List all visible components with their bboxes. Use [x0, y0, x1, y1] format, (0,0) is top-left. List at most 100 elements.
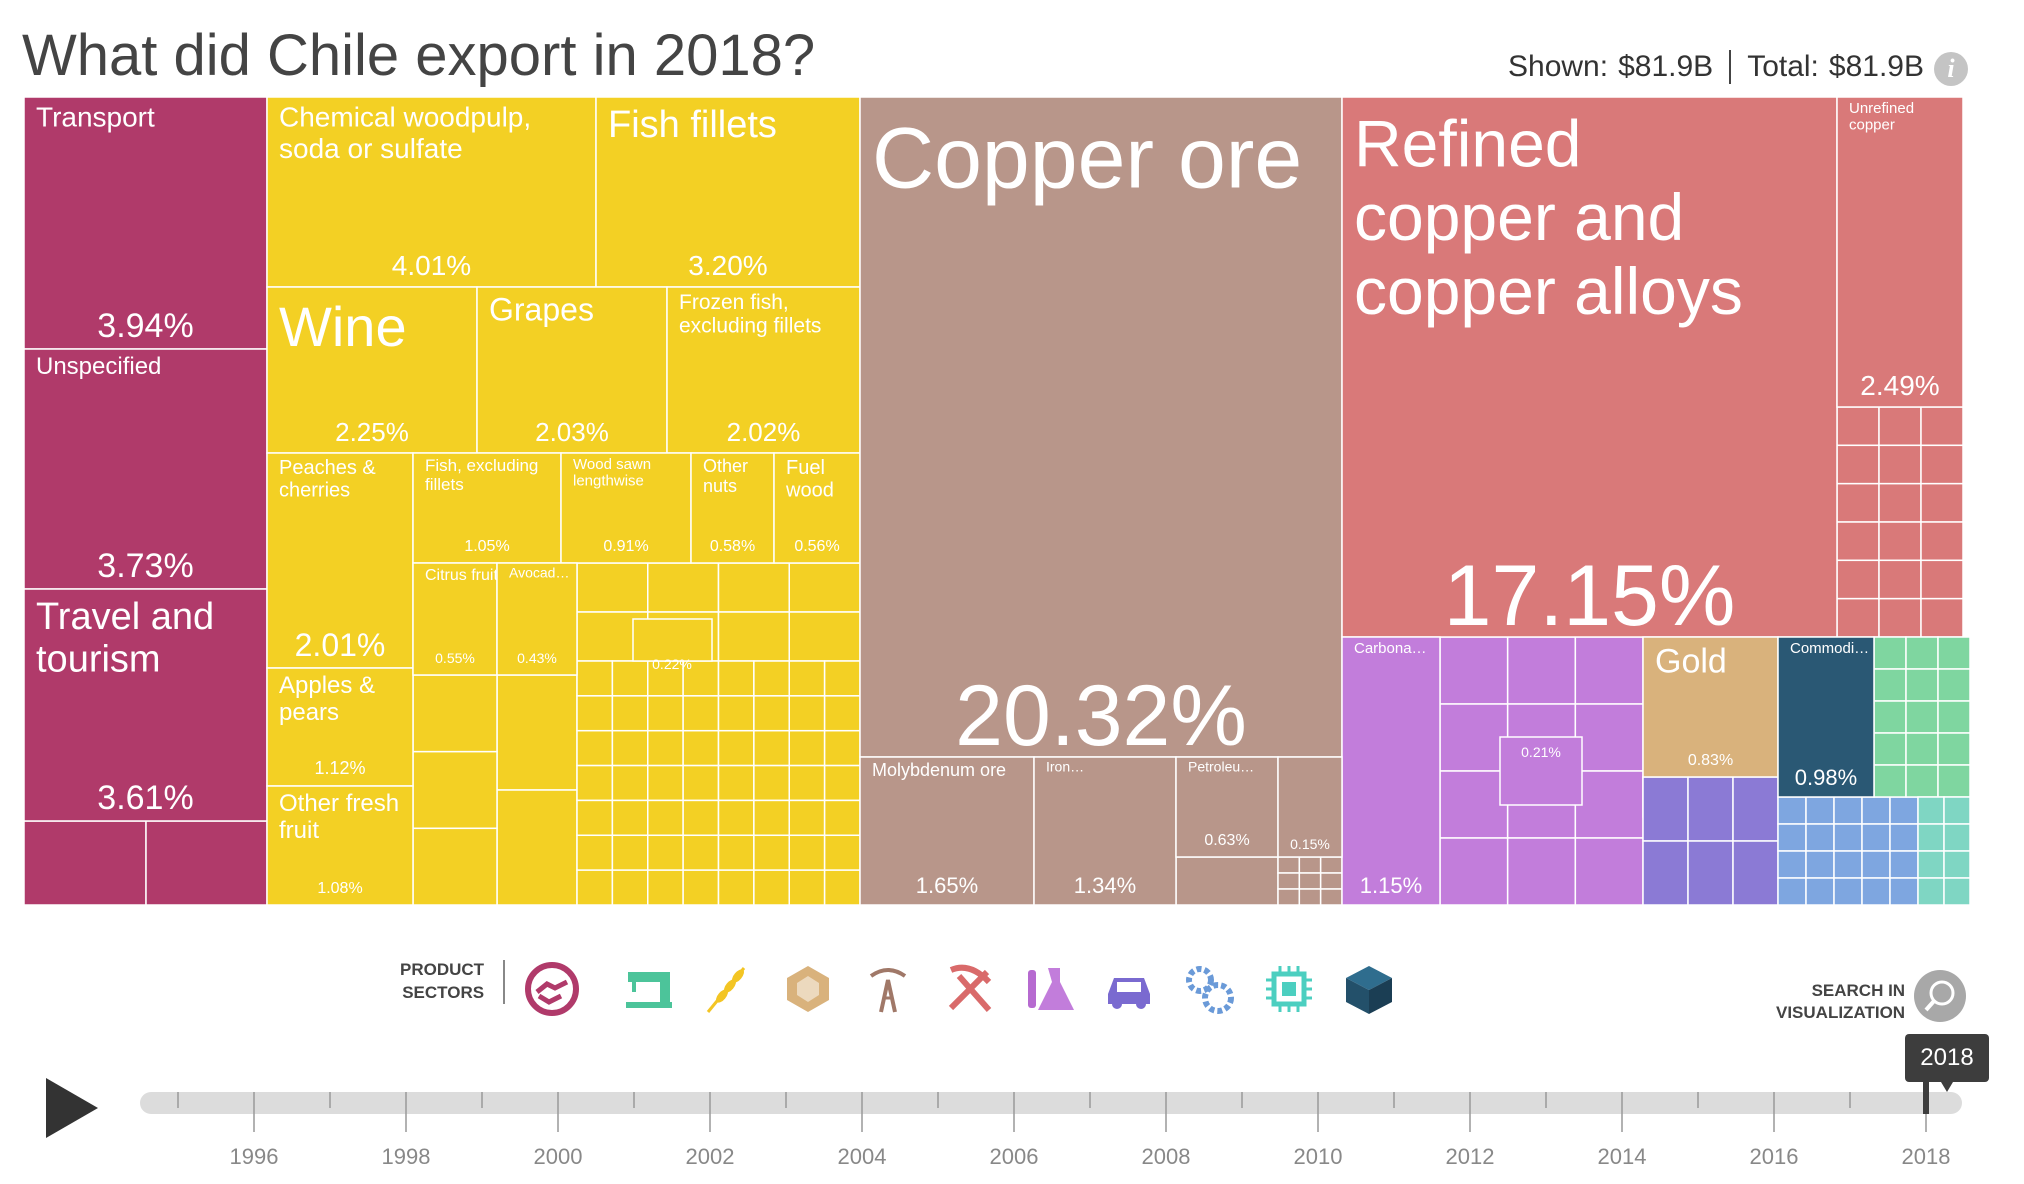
tile-copper-ore[interactable]	[859, 97, 1343, 758]
tile-apples-pears[interactable]	[266, 667, 414, 787]
treemap-cell[interactable]	[1277, 872, 1301, 890]
metals-pickaxe-icon[interactable]	[943, 962, 997, 1016]
treemap-cell[interactable]	[1777, 796, 1807, 825]
treemap-cell[interactable]	[753, 869, 790, 905]
treemap-cell[interactable]	[1937, 636, 1970, 670]
treemap-cell[interactable]	[788, 764, 826, 802]
treemap-cell[interactable]	[145, 820, 268, 905]
tile-minerals-small[interactable]	[1277, 756, 1343, 858]
agriculture-wheat-icon[interactable]	[700, 962, 754, 1016]
timeline-year-label[interactable]: 1998	[382, 1144, 431, 1169]
treemap-cell[interactable]	[682, 834, 720, 871]
stone-gem-icon[interactable]	[781, 962, 835, 1016]
treemap-cell[interactable]	[611, 729, 649, 767]
treemap-cell[interactable]	[1805, 877, 1835, 905]
treemap-cell[interactable]	[1917, 796, 1945, 825]
treemap-cell[interactable]	[1878, 521, 1922, 562]
treemap-cell[interactable]	[647, 729, 684, 767]
treemap-cell[interactable]	[1836, 597, 1880, 638]
tile-fuel-wood[interactable]	[773, 452, 861, 564]
treemap-cell[interactable]	[647, 695, 684, 732]
treemap-cell[interactable]	[1917, 877, 1945, 905]
treemap-cell[interactable]	[611, 695, 649, 732]
treemap-cell[interactable]	[647, 562, 720, 613]
treemap-cell[interactable]	[788, 834, 826, 871]
tile-iron[interactable]	[1033, 756, 1177, 905]
treemap-cell[interactable]	[611, 799, 649, 837]
treemap-cell[interactable]	[1861, 877, 1891, 905]
treemap-cell[interactable]	[576, 764, 614, 802]
tile-gold[interactable]	[1642, 636, 1779, 778]
treemap-cell[interactable]	[682, 799, 720, 837]
treemap-cell[interactable]	[717, 562, 790, 613]
treemap-cell[interactable]	[717, 834, 755, 871]
treemap-cell[interactable]	[1873, 636, 1907, 670]
treemap-cell[interactable]	[1889, 796, 1919, 825]
treemap-cell[interactable]	[1920, 559, 1964, 600]
treemap-cell[interactable]	[1873, 700, 1907, 734]
tile-other-nuts[interactable]	[690, 452, 775, 564]
treemap-cell[interactable]	[1805, 796, 1835, 825]
tile-carbona[interactable]	[1341, 636, 1441, 905]
timeline-year-label[interactable]: 2004	[838, 1144, 887, 1169]
treemap-cell[interactable]	[1920, 406, 1964, 447]
treemap-cell[interactable]	[753, 695, 790, 732]
tile-molybdenum-ore[interactable]	[859, 756, 1035, 905]
tile-fish-excluding-fillets[interactable]	[412, 452, 562, 564]
treemap-cell[interactable]	[1506, 837, 1577, 905]
treemap-cell[interactable]	[611, 834, 649, 871]
treemap-cell[interactable]	[823, 660, 861, 697]
treemap-cell[interactable]	[823, 729, 861, 767]
info-icon[interactable]: i	[1934, 52, 1968, 86]
treemap-cell[interactable]	[576, 660, 614, 697]
treemap-cell[interactable]	[1319, 888, 1343, 905]
treemap-cell[interactable]	[1298, 888, 1322, 905]
treemap-cell[interactable]	[717, 799, 755, 837]
treemap-cell[interactable]	[1319, 856, 1343, 874]
treemap-cell[interactable]	[24, 820, 147, 905]
treemap-cell[interactable]	[1943, 877, 1970, 905]
timeline-year-label[interactable]: 2000	[534, 1144, 583, 1169]
treemap-cell[interactable]	[1937, 764, 1970, 798]
treemap-cell[interactable]	[1836, 444, 1880, 485]
treemap-cell[interactable]	[1833, 823, 1863, 852]
treemap-cell[interactable]	[1889, 877, 1919, 905]
treemap-cell[interactable]	[1878, 482, 1922, 523]
tile-wood-sawn-lengthwise[interactable]	[560, 452, 692, 564]
treemap-cell[interactable]	[753, 729, 790, 767]
treemap-cell[interactable]	[576, 834, 614, 871]
timeline-year-label[interactable]: 2002	[686, 1144, 735, 1169]
treemap-cell[interactable]	[1861, 850, 1891, 879]
treemap-cell[interactable]	[717, 611, 790, 662]
treemap-cell[interactable]	[1861, 823, 1891, 852]
treemap-cell[interactable]	[1439, 703, 1509, 772]
treemap-cell[interactable]	[611, 660, 649, 697]
treemap-cell[interactable]	[1920, 597, 1964, 638]
treemap-cell[interactable]	[1917, 850, 1945, 879]
treemap-cell[interactable]	[1574, 770, 1644, 839]
treemap-cell[interactable]	[1642, 840, 1689, 905]
timeline-year-label[interactable]: 2014	[1598, 1144, 1647, 1169]
treemap-cell[interactable]	[1574, 636, 1644, 705]
chemicals-flask-icon[interactable]	[1024, 962, 1078, 1016]
treemap-cell[interactable]	[1574, 837, 1644, 905]
treemap-cell[interactable]	[496, 789, 578, 905]
treemap-cell[interactable]	[1878, 559, 1922, 600]
treemap-cell[interactable]	[1905, 732, 1939, 766]
treemap-cell[interactable]	[412, 750, 498, 830]
treemap-cell[interactable]	[1873, 732, 1907, 766]
timeline-slider[interactable]: 1996 1998 2000 2002 2004 2006 2008 2010 2012 2014…	[0, 1040, 2024, 1184]
treemap-cell[interactable]	[1836, 521, 1880, 562]
treemap-cell[interactable]	[1836, 406, 1880, 447]
treemap-cell[interactable]	[717, 764, 755, 802]
tile-fish-fillets[interactable]	[595, 97, 861, 288]
tile-peaches-cherries[interactable]	[266, 452, 414, 669]
treemap-cell[interactable]	[1642, 776, 1689, 842]
tile-frozen-fish-excluding-fillets[interactable]	[666, 286, 861, 454]
treemap-cell[interactable]	[1833, 850, 1863, 879]
treemap-cell[interactable]	[1732, 840, 1779, 905]
treemap-cell[interactable]	[1319, 872, 1343, 890]
timeline-year-label[interactable]: 2006	[990, 1144, 1039, 1169]
treemap-cell[interactable]	[1687, 776, 1734, 842]
treemap-cell[interactable]	[647, 764, 684, 802]
